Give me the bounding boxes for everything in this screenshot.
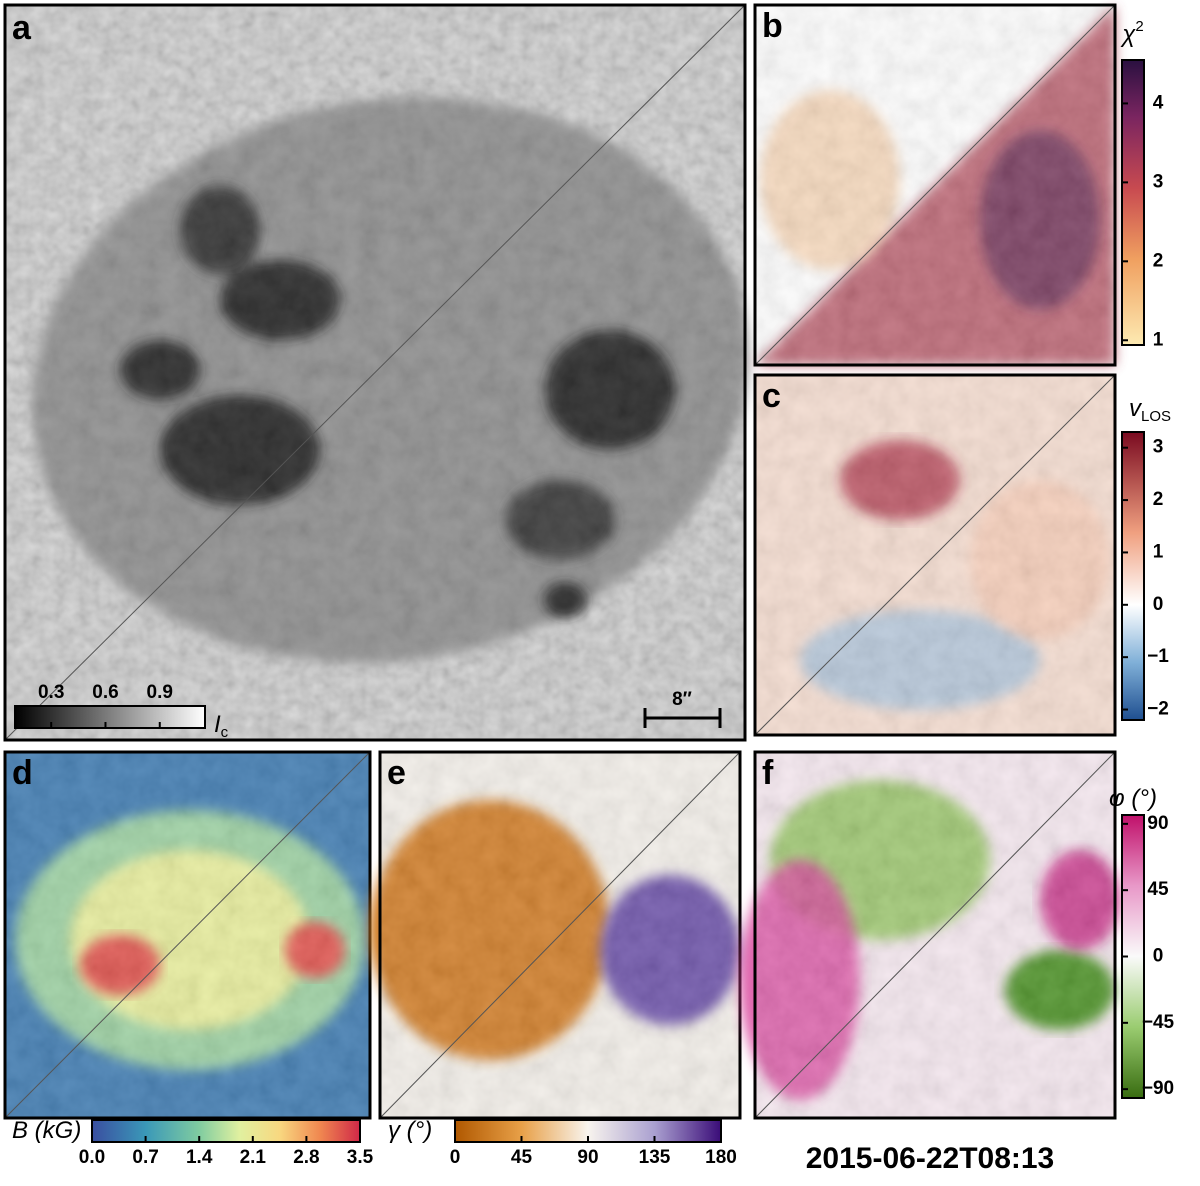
colorbar-tick-label: 1.4 <box>186 1147 213 1168</box>
colorbar-tick-label: 45 <box>1147 879 1169 900</box>
colorbar-tick-label: 0.9 <box>147 682 173 703</box>
colorbar-tick-label: 90 <box>577 1147 598 1168</box>
panel-e-image <box>370 750 742 1120</box>
colorbar-symbol: v <box>1129 395 1143 422</box>
panel-letter: a <box>12 9 32 47</box>
colorbar-tick-label: 0.3 <box>38 682 64 703</box>
panel-letter: b <box>762 7 783 45</box>
colorbar <box>1121 431 1145 721</box>
colorbar-symbol: I <box>214 711 221 738</box>
colorbar-tick-label: 45 <box>511 1147 533 1168</box>
colorbar-tick-label: 0.7 <box>132 1147 158 1168</box>
colorbar-tick-label: 1 <box>1153 329 1164 350</box>
colorbar-tick-label: 4 <box>1153 92 1164 113</box>
panel-letter: e <box>387 754 406 792</box>
colorbar-tick-label: 1 <box>1153 541 1164 562</box>
colorbar-symbol: φ (°) <box>1109 785 1157 812</box>
colorbar-label: γ (°) <box>388 1117 432 1144</box>
panel-c-image <box>753 373 1117 737</box>
colorbar-subscript: c <box>221 724 229 741</box>
panel-b-image <box>753 3 1117 367</box>
colorbar <box>91 1119 361 1143</box>
colorbar-tick-label: 2.1 <box>240 1147 267 1168</box>
colorbar-subscript: LOS <box>1141 408 1171 425</box>
colorbar-tick-label: 180 <box>705 1147 737 1168</box>
colorbar-label: Ic <box>214 711 229 741</box>
colorbar-tick-label: 2 <box>1153 489 1164 510</box>
colorbar-tick-label: 135 <box>639 1147 671 1168</box>
colorbar-tick-label: −1 <box>1147 646 1169 667</box>
colorbar-label: B (kG) <box>12 1117 81 1144</box>
colorbar <box>1121 59 1145 346</box>
panel-letter: d <box>12 754 33 792</box>
colorbar-symbol: χ <box>1120 21 1136 48</box>
panel-f-image <box>740 750 1120 1120</box>
timestamp: 2015-06-22T08:13 <box>806 1142 1055 1175</box>
colorbar-label: χ2 <box>1120 18 1143 48</box>
colorbar-tick-label: 3.5 <box>347 1147 374 1168</box>
colorbar-tick-label: 0 <box>1153 946 1164 967</box>
colorbar-tick-label: 2.8 <box>293 1147 319 1168</box>
panel-a-image: 8″ <box>3 3 748 742</box>
colorbar-tick-label: 3 <box>1153 437 1164 458</box>
scale-bar-label: 8″ <box>672 689 692 710</box>
colorbar-tick-label: 3 <box>1153 171 1164 192</box>
colorbar-tick-label: 0.6 <box>92 682 118 703</box>
colorbar-tick-label: 0.0 <box>79 1147 105 1168</box>
colorbar-tick-label: 0 <box>450 1147 461 1168</box>
colorbar-tick-label: 0 <box>1153 594 1164 615</box>
panel-letter: c <box>762 377 781 415</box>
colorbar-tick-label: 2 <box>1153 250 1164 271</box>
colorbar-superscript: 2 <box>1135 18 1143 35</box>
colorbar-tick-label: 90 <box>1147 813 1168 834</box>
panel-letter: f <box>762 754 774 792</box>
colorbar-label: φ (°) <box>1109 785 1157 812</box>
colorbar <box>14 705 206 729</box>
colorbar-tick-label: −2 <box>1147 699 1169 720</box>
colorbar-symbol: γ (°) <box>388 1117 432 1144</box>
colorbar-symbol: B (kG) <box>12 1117 81 1144</box>
colorbar-tick-label: −90 <box>1142 1078 1174 1099</box>
panel-d-image <box>3 750 372 1120</box>
colorbar-label: vLOS <box>1129 395 1171 425</box>
colorbar-tick-label: −45 <box>1142 1012 1175 1033</box>
